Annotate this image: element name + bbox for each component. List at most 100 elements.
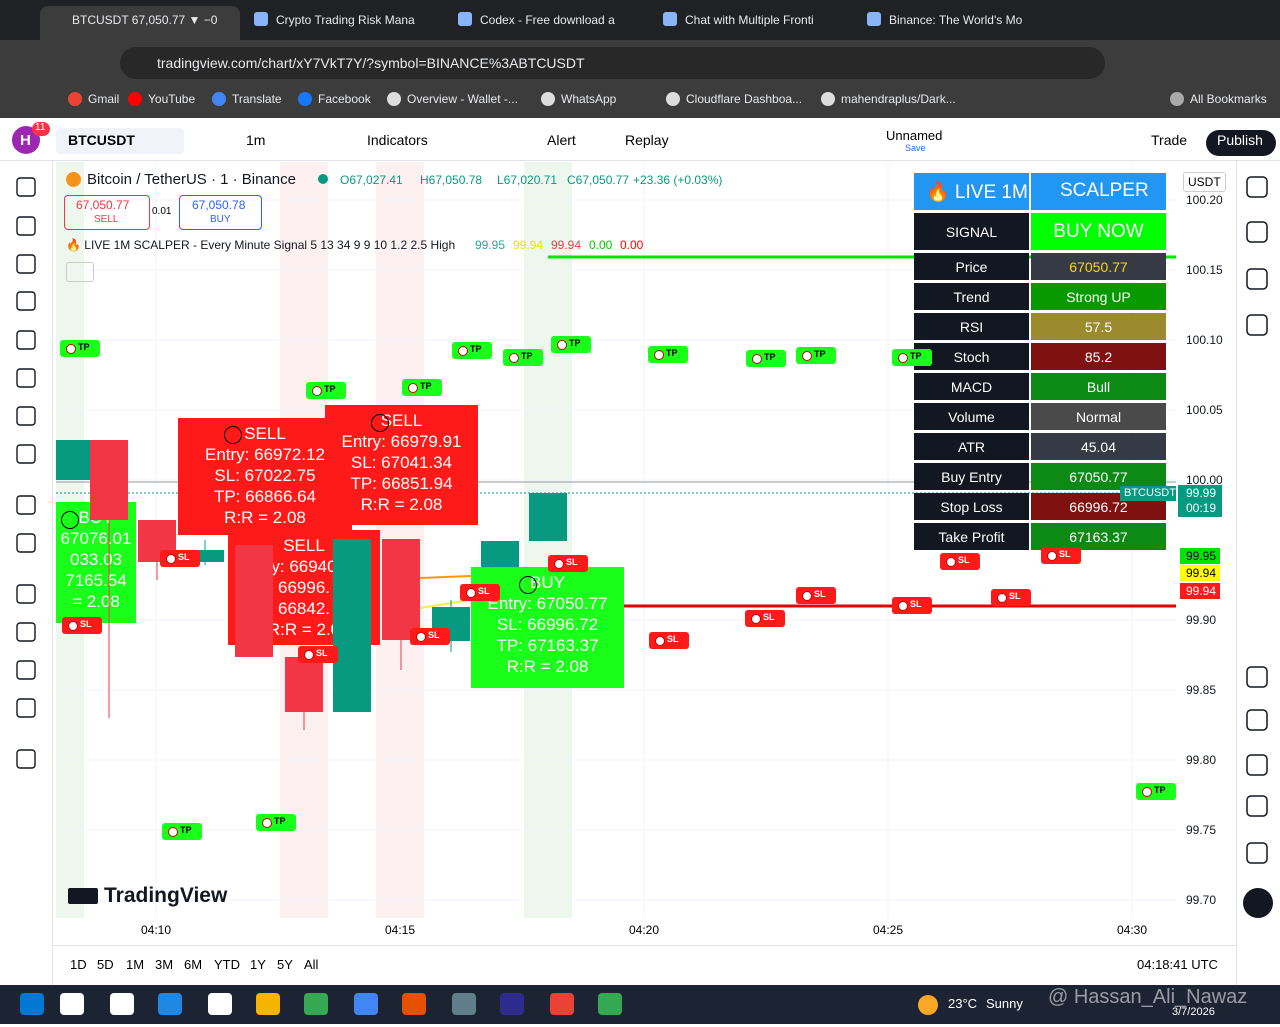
range-button[interactable]: 5D (97, 957, 114, 972)
panel-title: 🔥 LIVE 1M (926, 182, 1028, 203)
signal-text: TP: 66866.64 (213, 487, 317, 506)
panel-cell (1031, 213, 1166, 250)
sell-label[interactable]: SELL (94, 214, 119, 225)
buy-label[interactable]: BUY (210, 214, 231, 225)
bookmark[interactable]: Overview - Wallet -... (407, 92, 518, 106)
buy-price[interactable]: 67,050.78 (192, 198, 246, 212)
marker-dot (946, 557, 956, 567)
ohlc-value: +23.36 (+0.03%) (633, 173, 723, 187)
indicator-value: 0.00 (589, 238, 613, 252)
marker-label: SL (910, 599, 922, 609)
tab-title[interactable]: Chat with Multiple Fronti (685, 13, 814, 27)
tool-icon (16, 749, 36, 769)
bookmark[interactable]: YouTube (148, 92, 196, 106)
bookmark[interactable]: WhatsApp (561, 92, 617, 106)
panel-value: BUY NOW (1053, 220, 1144, 242)
panel-cell (914, 253, 1029, 280)
publish-label[interactable]: Publish (1217, 132, 1263, 148)
panel-value: 45.04 (1080, 438, 1117, 455)
bookmark[interactable]: mahendraplus/Dark... (841, 92, 956, 106)
alert-button[interactable]: Alert (547, 132, 576, 148)
taskbar-icon (550, 993, 574, 1015)
marker-dot (654, 350, 664, 360)
marker-dot (1142, 787, 1152, 797)
bookmark[interactable]: All Bookmarks (1190, 92, 1267, 106)
panel-cell (914, 313, 1029, 340)
signal-text: Entry: 66972.12 (204, 445, 326, 464)
range-button[interactable]: 1M (126, 957, 145, 972)
signal-text: 67076.01 (60, 529, 132, 548)
range-button[interactable]: 1D (70, 957, 87, 972)
panel-header (914, 173, 1029, 210)
signal-text: Entry: 67050.77 (487, 594, 608, 613)
sidebar-icon (1246, 795, 1268, 817)
range-button[interactable]: 5Y (277, 957, 293, 972)
marker-dot (304, 650, 314, 660)
tab-title[interactable]: Binance: The World's Mo (889, 13, 1023, 27)
price-tick: 99.90 (1186, 613, 1217, 627)
tool-icon (16, 291, 36, 311)
bookmark[interactable]: Facebook (318, 92, 371, 106)
symbol[interactable]: BTCUSDT (68, 132, 135, 148)
panel-key: MACD (950, 378, 993, 395)
url[interactable]: tradingview.com/chart/xY7VkT7Y/?symbol=B… (157, 55, 585, 71)
range-button[interactable]: 6M (184, 957, 203, 972)
candle-body (235, 545, 273, 657)
signal-text: TP: 66851.94 (350, 474, 453, 493)
range-button[interactable]: YTD (214, 957, 240, 972)
signal-dot (371, 414, 389, 432)
bookmark[interactable]: Translate (232, 92, 282, 106)
panel-value: Strong UP (1066, 288, 1131, 305)
signal-text: BUY (530, 573, 565, 592)
ohlc-value: O67,027.41 (340, 173, 403, 187)
level-tag (1180, 583, 1220, 599)
tab-title[interactable]: Crypto Trading Risk Mana (276, 13, 415, 27)
panel-cell (914, 463, 1029, 490)
bookmark[interactable]: Cloudflare Dashboa... (686, 92, 803, 106)
time-tick: 04:30 (1117, 923, 1148, 937)
interval[interactable]: 1m (246, 132, 266, 148)
level-label: 99.94 (1186, 584, 1217, 598)
address-bar[interactable] (120, 47, 1105, 79)
layout-name[interactable]: Unnamed (886, 128, 943, 143)
badge (32, 122, 50, 136)
active-tab[interactable] (40, 6, 240, 40)
sidebar-icon (1246, 221, 1268, 243)
buy-box (179, 195, 262, 230)
sell-price[interactable]: 67,050.77 (76, 198, 130, 212)
taskbar-icon (598, 993, 622, 1015)
tab-title[interactable]: BTCUSDT 67,050.77 ▼ −0 (72, 13, 217, 27)
trade-button[interactable]: Trade (1151, 132, 1188, 148)
bookmark[interactable]: Gmail (88, 92, 120, 106)
marker-dot (408, 383, 418, 393)
marker-dot (168, 827, 178, 837)
range-button[interactable]: 3M (155, 957, 174, 972)
marker-dot (1047, 551, 1057, 561)
indicators-button[interactable]: Indicators (367, 132, 428, 148)
tool-icon (16, 495, 36, 515)
marker-label: SL (1059, 549, 1071, 559)
range-button[interactable]: All (304, 957, 319, 972)
series-title: Bitcoin / TetherUS · 1 · Binance (87, 171, 296, 188)
signal-text: R:R = 2.08 (506, 657, 589, 676)
bookmark-icon (541, 92, 555, 106)
panel-cell (1031, 343, 1166, 370)
replay-button[interactable]: Replay (625, 132, 669, 148)
range-button[interactable]: 1Y (250, 957, 266, 972)
save-link[interactable]: Save (905, 143, 926, 153)
panel-cell (1031, 433, 1166, 460)
publish-button[interactable] (1206, 130, 1276, 156)
panel-value: 85.2 (1084, 348, 1113, 365)
panel-title: SCALPER (1060, 180, 1149, 201)
tab-title[interactable]: Codex - Free download a (480, 13, 615, 27)
panel-key: Price (955, 258, 988, 275)
marker-label: SL (1009, 591, 1021, 601)
currency-select[interactable]: USDT (1183, 172, 1226, 192)
bookmark-icon (387, 92, 401, 106)
signal-text: SL: 67022.75 (214, 466, 316, 485)
price-tick: 99.70 (1186, 893, 1217, 907)
avatar-letter: H (20, 132, 31, 149)
